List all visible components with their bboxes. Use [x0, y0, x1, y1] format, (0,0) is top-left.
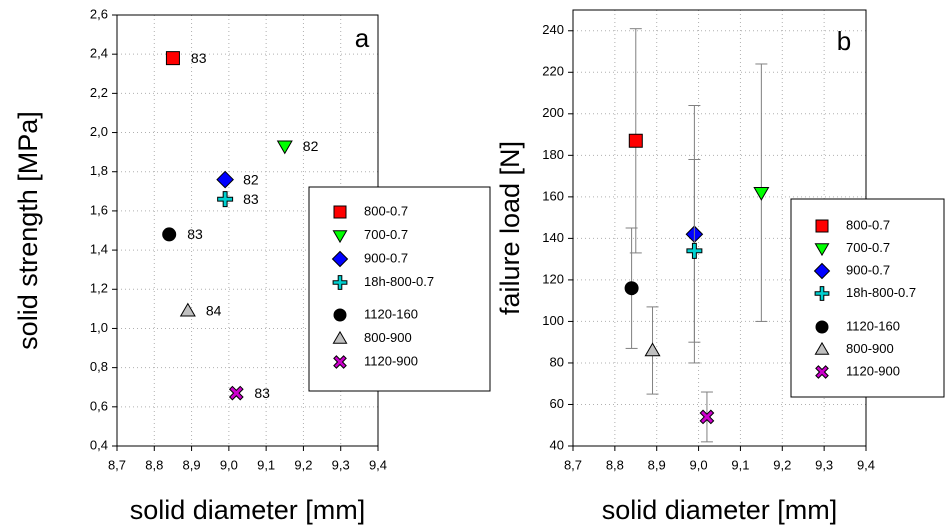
data-label: 83 [254, 385, 270, 401]
x-tick-label: 9,3 [332, 457, 350, 472]
data-label: 83 [187, 226, 203, 242]
legend-label: 900-0.7 [364, 250, 408, 265]
legend-label: 1120-900 [846, 363, 900, 378]
y-tick-label: 2,6 [90, 6, 108, 21]
y-tick-label: 100 [542, 313, 564, 328]
legend-label: 700-0.7 [364, 227, 408, 242]
data-point [179, 302, 196, 317]
x-tick-label: 8,7 [108, 457, 126, 472]
y-tick-label: 2,2 [90, 85, 108, 100]
data-point [217, 191, 234, 208]
legend-label: 800-900 [846, 341, 894, 356]
y-tick-label: 1,4 [90, 242, 108, 257]
y-axis-title: failure load [N] [495, 141, 525, 315]
x-tick-label: 9,2 [294, 457, 312, 472]
legend-label: 700-0.7 [846, 240, 890, 255]
legend-marker [332, 275, 348, 290]
data-point [699, 409, 715, 425]
y-tick-label: 1,2 [90, 281, 108, 296]
y-tick-label: 0,8 [90, 359, 108, 374]
data-point [162, 227, 177, 242]
x-tick-label: 8,7 [564, 457, 582, 472]
legend-marker [815, 365, 829, 379]
y-tick-label: 1,0 [90, 320, 108, 335]
data-point [624, 281, 639, 296]
legend-marker [332, 330, 348, 344]
legend-marker [814, 243, 830, 257]
legend-marker [331, 250, 349, 268]
legend-marker [815, 320, 829, 334]
legend-label: 1120-160 [846, 318, 900, 333]
y-tick-label: 40 [550, 437, 564, 452]
x-tick-label: 9,4 [857, 457, 875, 472]
y-tick-label: 2,4 [90, 46, 108, 61]
x-tick-label: 8,9 [648, 457, 666, 472]
y-tick-label: 180 [542, 147, 564, 162]
y-tick-label: 2,0 [90, 124, 108, 139]
data-label: 82 [243, 171, 259, 187]
x-tick-label: 9,1 [257, 457, 275, 472]
y-tick-label: 120 [542, 271, 564, 286]
legend-label: 18h-800-0.7 [364, 274, 434, 289]
x-tick-label: 9,3 [815, 457, 833, 472]
data-point [276, 140, 293, 155]
y-tick-label: 140 [542, 230, 564, 245]
y-tick-label: 1,8 [90, 163, 108, 178]
y-tick-label: 0,4 [90, 437, 108, 452]
legend-marker [814, 286, 830, 301]
x-tick-label: 9,2 [773, 457, 791, 472]
panel-label: b [837, 26, 851, 56]
y-tick-label: 0,6 [90, 398, 108, 413]
y-tick-label: 80 [550, 354, 564, 369]
y-tick-label: 240 [542, 22, 564, 37]
legend-marker [813, 262, 831, 280]
legend-marker [814, 341, 830, 355]
data-label: 83 [243, 191, 259, 207]
data-point [644, 342, 661, 357]
legend-label: 800-0.7 [846, 217, 890, 232]
data-point [628, 133, 643, 148]
legend-marker [333, 205, 347, 219]
legend-label: 800-0.7 [364, 203, 408, 218]
x-tick-label: 8,8 [145, 457, 163, 472]
data-point [228, 385, 244, 401]
data-point [753, 187, 770, 201]
data-label: 83 [191, 50, 207, 66]
x-tick-label: 9,4 [369, 457, 387, 472]
x-tick-label: 9,0 [690, 457, 708, 472]
data-point [216, 170, 234, 189]
legend-label: 18h-800-0.7 [846, 285, 916, 300]
y-tick-label: 60 [550, 396, 564, 411]
panel-label: a [355, 23, 370, 53]
x-tick-label: 9,0 [220, 457, 238, 472]
y-tick-label: 1,6 [90, 202, 108, 217]
legend-label: 900-0.7 [846, 262, 890, 277]
x-axis-title: solid diameter [mm] [602, 495, 838, 525]
x-axis-title: solid diameter [mm] [130, 495, 366, 525]
legend-marker [333, 355, 347, 369]
legend-marker [332, 230, 348, 244]
legend-marker [333, 308, 347, 322]
y-tick-label: 200 [542, 105, 564, 120]
legend-label: 1120-900 [364, 353, 418, 368]
y-axis-title: solid strength [MPa] [13, 111, 43, 350]
legend-label: 1120-160 [364, 306, 418, 321]
data-label: 82 [303, 138, 319, 154]
x-tick-label: 8,8 [606, 457, 624, 472]
legend-marker [815, 219, 829, 233]
data-label: 84 [206, 303, 222, 319]
y-tick-label: 160 [542, 188, 564, 203]
x-tick-label: 8,9 [183, 457, 201, 472]
legend-label: 800-900 [364, 330, 412, 345]
y-tick-label: 220 [542, 64, 564, 79]
data-point [686, 242, 703, 259]
data-point [165, 51, 180, 66]
x-tick-label: 9,1 [731, 457, 749, 472]
